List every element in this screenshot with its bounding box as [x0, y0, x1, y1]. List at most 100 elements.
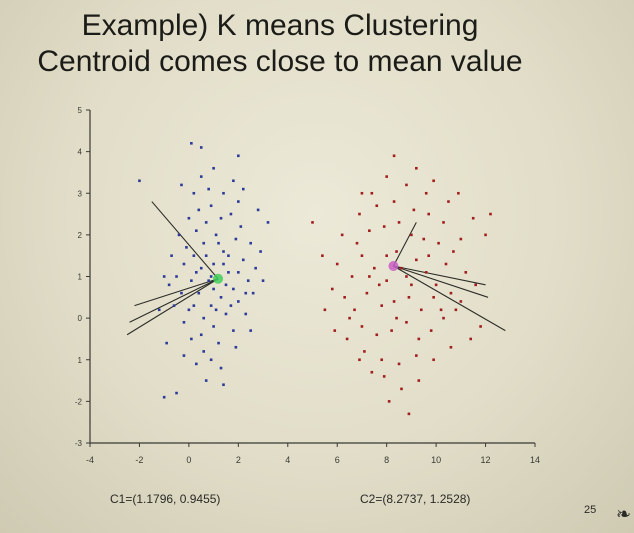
- red-cluster-point: [385, 175, 388, 178]
- blue-cluster-point: [214, 233, 218, 237]
- blue-cluster-point: [167, 283, 171, 287]
- blue-cluster-point: [199, 175, 203, 178]
- y-tick-label: -3: [75, 439, 83, 448]
- blue-cluster-point: [224, 312, 228, 316]
- y-tick-label: 4: [78, 148, 83, 157]
- centroid-trail-line: [151, 201, 219, 280]
- red-cluster-point: [447, 200, 450, 203]
- red-cluster-point: [471, 216, 475, 220]
- c1-coordinates: C1=(1.1796, 0.9455): [110, 492, 221, 506]
- red-cluster-point: [343, 296, 346, 299]
- blue-cluster-point: [165, 341, 168, 345]
- blue-cluster-point: [197, 291, 201, 295]
- data-points: [138, 142, 492, 416]
- red-cluster-point: [380, 358, 384, 362]
- red-cluster-point: [489, 212, 492, 216]
- blue-cluster-point: [209, 304, 213, 307]
- blue-cluster-point: [195, 229, 198, 233]
- centroid-c2-marker: [388, 260, 399, 271]
- blue-cluster-point: [234, 345, 238, 349]
- red-cluster-point: [390, 329, 393, 332]
- blue-cluster-point: [170, 254, 173, 257]
- blue-cluster-point: [209, 358, 213, 362]
- red-cluster-point: [479, 325, 482, 328]
- blue-cluster-point: [232, 329, 235, 332]
- blue-cluster-point: [227, 271, 230, 274]
- blue-cluster-point: [182, 262, 186, 266]
- red-cluster-point: [368, 229, 371, 233]
- blue-cluster-point: [219, 296, 223, 299]
- blue-cluster-point: [212, 325, 215, 328]
- red-cluster-point: [452, 250, 455, 253]
- red-cluster-point: [392, 200, 396, 203]
- red-cluster-point: [407, 412, 411, 416]
- red-cluster-point: [469, 337, 473, 341]
- blue-cluster-point: [244, 291, 248, 295]
- red-cluster-point: [358, 358, 361, 362]
- blue-cluster-point: [219, 366, 223, 370]
- blue-cluster-point: [209, 204, 213, 208]
- x-tick-label: 6: [335, 455, 340, 465]
- red-cluster-point: [370, 191, 374, 195]
- blue-cluster-point: [187, 216, 191, 220]
- red-cluster-point: [330, 287, 334, 291]
- red-cluster-point: [395, 316, 398, 320]
- red-cluster-point: [385, 279, 388, 282]
- red-cluster-point: [377, 283, 381, 287]
- red-cluster-point: [429, 329, 433, 332]
- red-cluster-point: [360, 191, 364, 195]
- red-cluster-point: [321, 254, 324, 257]
- red-cluster-point: [412, 208, 416, 212]
- red-cluster-point: [397, 362, 401, 366]
- red-cluster-point: [442, 221, 445, 224]
- blue-cluster-point: [204, 221, 208, 224]
- page-turn-icon: ❧: [616, 504, 632, 524]
- red-cluster-point: [474, 283, 477, 287]
- red-cluster-point: [459, 237, 463, 241]
- red-cluster-point: [360, 254, 364, 257]
- red-cluster-point: [484, 233, 487, 237]
- red-cluster-point: [358, 212, 361, 216]
- centroid-trail-line: [393, 265, 486, 286]
- red-cluster-point: [392, 300, 396, 303]
- blue-cluster-point: [237, 154, 240, 158]
- x-tick-label: 14: [530, 455, 540, 465]
- blue-cluster-point: [222, 191, 225, 195]
- red-cluster-point: [432, 358, 435, 362]
- red-cluster-point: [405, 320, 408, 324]
- red-cluster-point: [449, 291, 453, 295]
- blue-cluster-point: [224, 283, 228, 287]
- x-tick-label: -4: [86, 455, 94, 465]
- title-line-2: Centroid comes close to mean value: [37, 45, 523, 78]
- blue-cluster-point: [195, 271, 198, 274]
- y-tick-label: 1: [78, 356, 83, 365]
- red-cluster-point: [419, 308, 423, 312]
- red-cluster-point: [355, 241, 359, 245]
- red-cluster-point: [311, 221, 314, 224]
- red-cluster-point: [434, 283, 438, 287]
- centroid-trails: [126, 201, 506, 336]
- red-cluster-point: [345, 337, 349, 341]
- y-tick-label: 0: [78, 314, 83, 323]
- red-cluster-point: [410, 233, 413, 237]
- blue-cluster-point: [162, 395, 166, 399]
- centroid-trail-line: [393, 265, 489, 298]
- blue-cluster-point: [266, 221, 270, 224]
- red-cluster-point: [392, 154, 396, 158]
- blue-cluster-point: [202, 350, 206, 353]
- red-cluster-point: [405, 275, 408, 278]
- blue-cluster-point: [157, 308, 161, 312]
- blue-cluster-point: [192, 254, 196, 257]
- red-cluster-point: [323, 308, 327, 312]
- centroid-trail-line: [129, 278, 219, 323]
- red-cluster-point: [432, 179, 435, 183]
- red-cluster-point: [424, 191, 428, 195]
- x-tick-label: 10: [431, 455, 441, 465]
- page-number: 25: [584, 504, 597, 516]
- blue-cluster-point: [202, 241, 206, 245]
- slide-title: Example) K means Clustering Centroid com…: [0, 8, 560, 80]
- red-cluster-point: [444, 262, 448, 266]
- centroid-markers: [213, 260, 399, 284]
- red-cluster-point: [370, 370, 374, 374]
